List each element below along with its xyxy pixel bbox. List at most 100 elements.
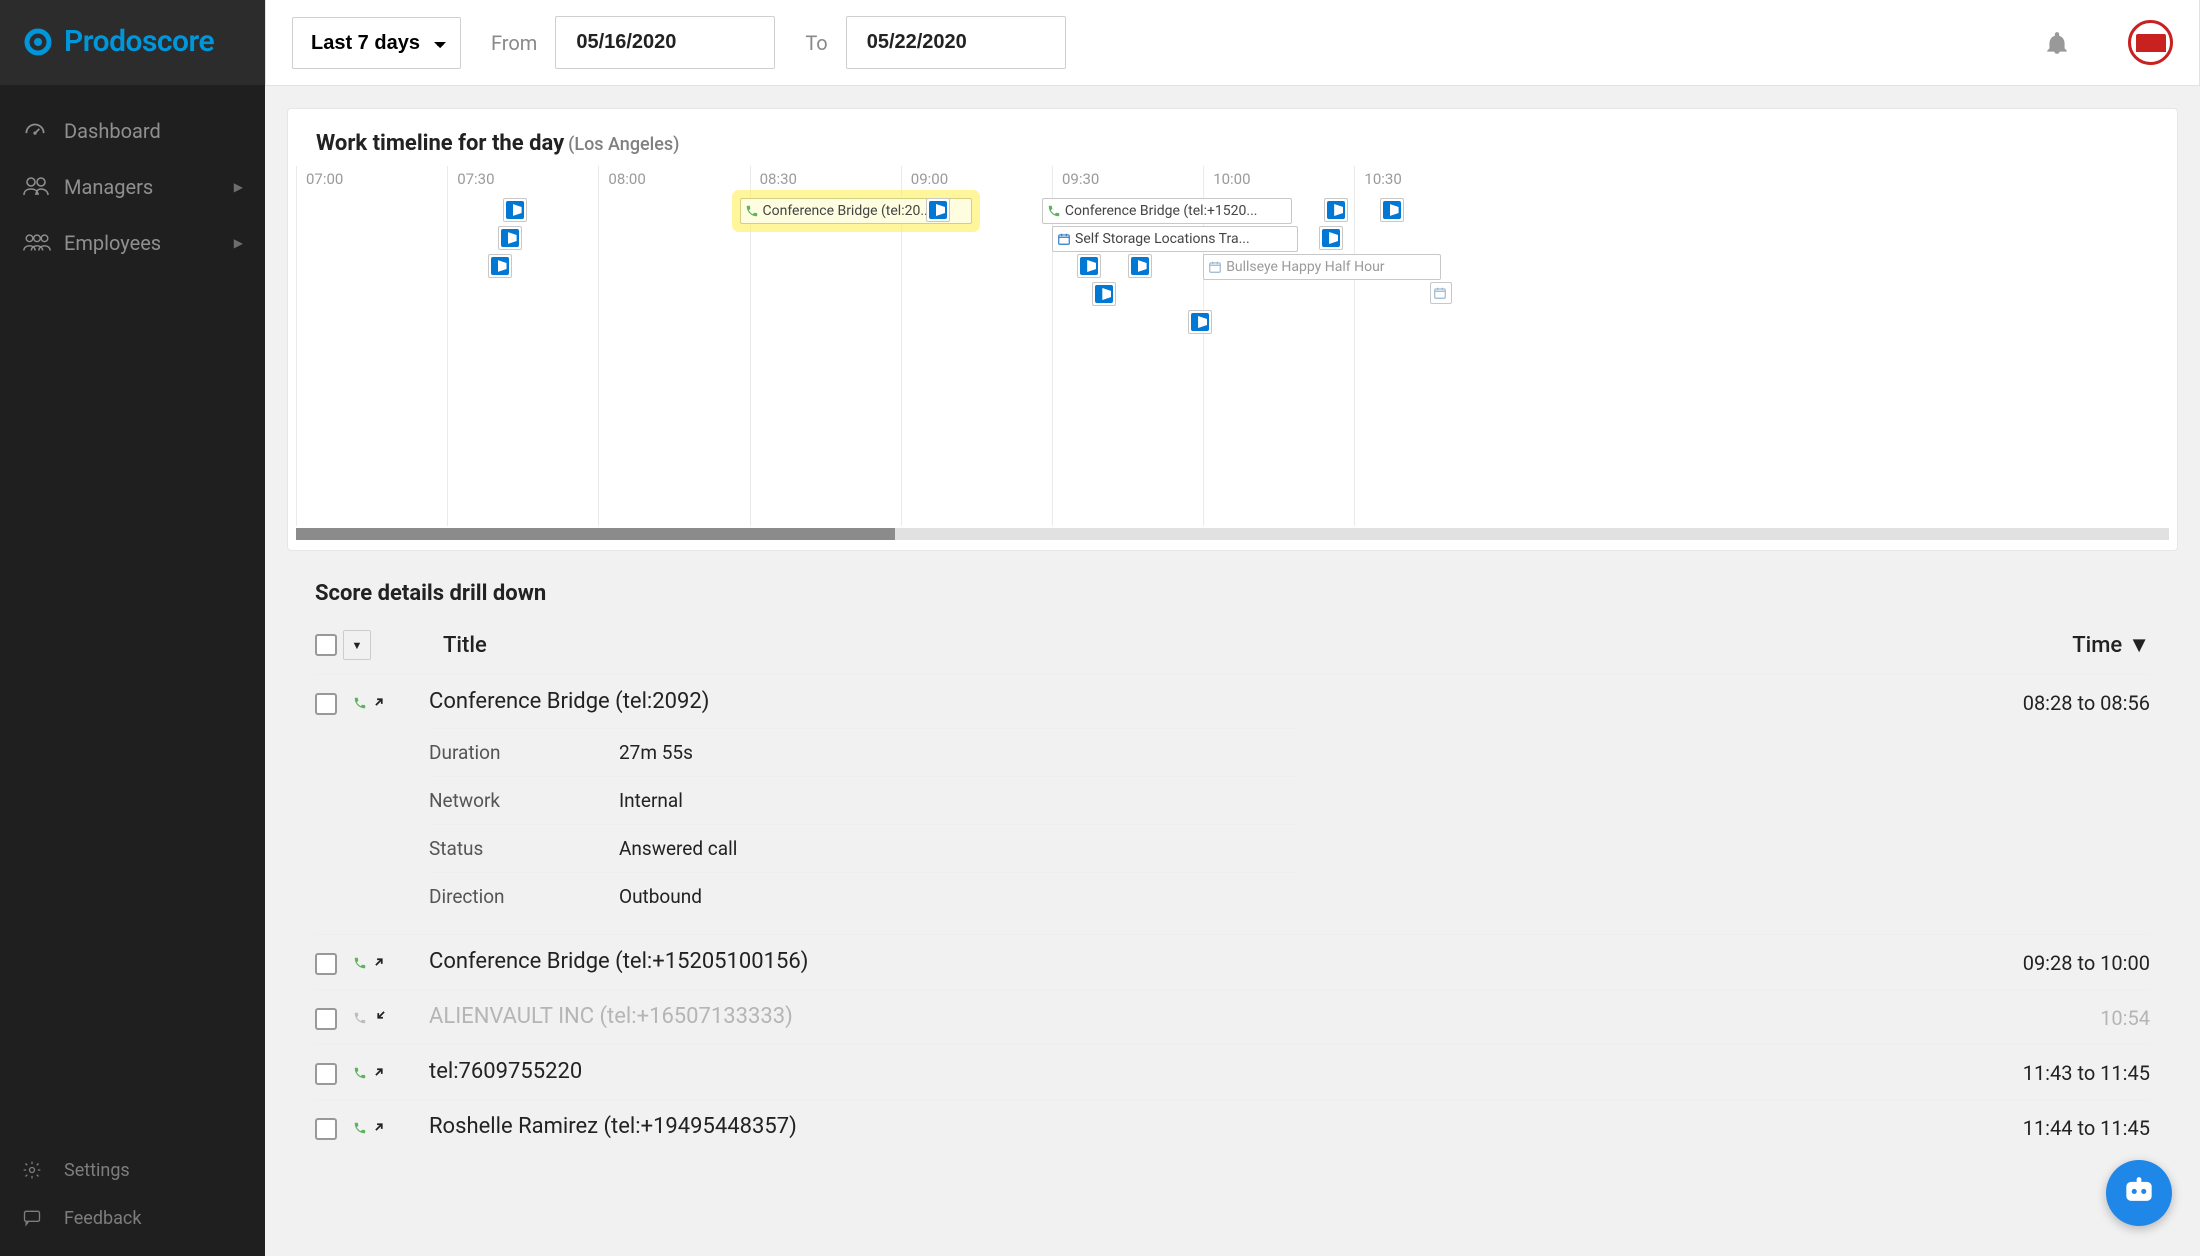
timeline-title: Work timeline for the day (316, 131, 564, 156)
outlook-icon (929, 201, 947, 219)
chat-fab[interactable] (2106, 1160, 2172, 1226)
detail-value: Internal (619, 789, 683, 812)
timeline-scrollbar[interactable] (296, 528, 2169, 540)
row-time: 11:44 to 11:45 (2023, 1116, 2150, 1140)
brand[interactable]: Prodoscore (0, 0, 265, 85)
row-title: Conference Bridge (tel:+15205100156) (429, 949, 2003, 974)
timeline-timezone: (Los Angeles) (568, 134, 679, 155)
date-to-group: To (805, 16, 1065, 69)
column-header-title: Title (443, 633, 487, 658)
sidebar-item-label: Settings (64, 1160, 130, 1181)
row-checkbox[interactable] (315, 1063, 337, 1085)
sidebar-item-dashboard[interactable]: Dashboard (0, 103, 265, 159)
sidebar-item-label: Feedback (64, 1208, 141, 1229)
from-label: From (491, 31, 537, 55)
row-time: 11:43 to 11:45 (2023, 1061, 2150, 1085)
date-range-select[interactable]: Last 7 days (292, 17, 461, 69)
sidebar-item-label: Dashboard (64, 119, 161, 143)
outlook-icon (1095, 285, 1113, 303)
table-header: ▼ Title Time ▼ (315, 622, 2150, 674)
direction-arrow-icon (373, 693, 387, 712)
select-all-checkbox[interactable] (315, 634, 337, 656)
row-checkbox[interactable] (315, 693, 337, 715)
direction-arrow-icon (373, 1008, 387, 1027)
time-tick-label: 09:00 (905, 166, 954, 192)
table-row[interactable]: tel:760975522011:43 to 11:45 (315, 1044, 2150, 1099)
bulk-action-dropdown[interactable]: ▼ (343, 630, 371, 660)
timeline-event[interactable]: Conference Bridge (tel:+1520... (1042, 198, 1292, 224)
detail-key: Duration (429, 741, 619, 764)
table-row[interactable]: Conference Bridge (tel:2092)Duration27m … (315, 674, 2150, 934)
timeline-event[interactable] (1077, 254, 1101, 278)
timeline-scroll-thumb[interactable] (296, 528, 895, 540)
sidebar-item-managers[interactable]: Managers ▶ (0, 159, 265, 215)
outlook-icon (1383, 201, 1401, 219)
time-tick-label: 07:30 (451, 166, 500, 192)
to-date-input[interactable] (846, 16, 1066, 69)
timeline-event[interactable] (498, 226, 522, 250)
timeline-event[interactable] (1430, 282, 1452, 304)
direction-arrow-icon (373, 1063, 387, 1082)
nav-bottom: Settings Feedback (0, 1146, 265, 1256)
direction-arrow-icon (373, 1118, 387, 1137)
notifications-icon[interactable] (2044, 30, 2070, 56)
row-checkbox[interactable] (315, 1118, 337, 1140)
sidebar: Prodoscore DashboardManagers▶Employees▶ … (0, 0, 265, 1256)
row-details: Duration27m 55sNetworkInternalStatusAnsw… (429, 728, 1299, 920)
timeline-event[interactable] (1319, 226, 1343, 250)
sidebar-item-settings[interactable]: Settings (0, 1146, 265, 1194)
employees-icon (22, 231, 52, 255)
timeline-event[interactable] (503, 198, 527, 222)
timeline[interactable]: 07:0007:3008:0008:3009:0009:3010:0010:30… (296, 166, 2169, 550)
timeline-event[interactable] (488, 254, 512, 278)
time-tick-label: 08:00 (602, 166, 651, 192)
column-header-time[interactable]: Time ▼ (2072, 632, 2150, 658)
table-row[interactable]: Conference Bridge (tel:+15205100156)09:2… (315, 934, 2150, 989)
time-tick-label: 09:30 (1056, 166, 1105, 192)
timeline-event[interactable] (1128, 254, 1152, 278)
chevron-right-icon: ▶ (234, 180, 243, 194)
drill-title: Score details drill down (315, 581, 2150, 606)
timeline-event[interactable] (1324, 198, 1348, 222)
brand-logo-icon (22, 26, 54, 58)
timeline-event[interactable]: Self Storage Locations Tra... (1052, 226, 1298, 252)
timeline-event[interactable] (1188, 310, 1212, 334)
direction-arrow-icon (373, 953, 387, 972)
from-date-input[interactable] (555, 16, 775, 69)
timeline-event[interactable] (1092, 282, 1116, 306)
row-checkbox[interactable] (315, 953, 337, 975)
outlook-icon (491, 257, 509, 275)
sidebar-item-feedback[interactable]: Feedback (0, 1194, 265, 1242)
detail-value: Outbound (619, 885, 702, 908)
outlook-icon (1131, 257, 1149, 275)
timeline-event[interactable] (926, 198, 950, 222)
row-checkbox[interactable] (315, 1008, 337, 1030)
call-type-icon (353, 953, 393, 972)
date-from-group: From (491, 16, 775, 69)
call-type-icon (353, 1008, 393, 1027)
row-title: ALIENVAULT INC (tel:+16507133333) (429, 1004, 2080, 1029)
time-tick-label: 07:00 (300, 166, 349, 192)
table-row[interactable]: ALIENVAULT INC (tel:+16507133333) 10:54 (315, 989, 2150, 1044)
detail-key: Status (429, 837, 619, 860)
nav-main: DashboardManagers▶Employees▶ (0, 85, 265, 1146)
timeline-event[interactable]: Bullseye Happy Half Hour (1203, 254, 1441, 280)
table-row[interactable]: Roshelle Ramirez (tel:+19495448357) 11:44… (315, 1099, 2150, 1154)
row-title: Roshelle Ramirez (tel:+19495448357) (429, 1114, 2003, 1139)
outlook-icon (501, 229, 519, 247)
gear-icon (22, 1158, 52, 1182)
detail-value: 27m 55s (619, 741, 693, 764)
drill-section: Score details drill down ▼ Title Time ▼ … (287, 551, 2178, 1154)
feedback-icon (22, 1206, 52, 1230)
sidebar-item-employees[interactable]: Employees▶ (0, 215, 265, 271)
timeline-card: Work timeline for the day (Los Angeles) … (287, 108, 2178, 551)
sidebar-item-label: Managers (64, 175, 153, 199)
brand-name: Prodoscore (64, 24, 214, 59)
user-avatar[interactable] (2128, 20, 2173, 65)
call-type-icon (353, 693, 393, 712)
row-time: 10:54 (2100, 1006, 2150, 1030)
outlook-icon (506, 201, 524, 219)
time-tick-label: 10:30 (1358, 166, 1407, 192)
timeline-event[interactable] (1380, 198, 1404, 222)
chevron-right-icon: ▶ (234, 236, 243, 250)
